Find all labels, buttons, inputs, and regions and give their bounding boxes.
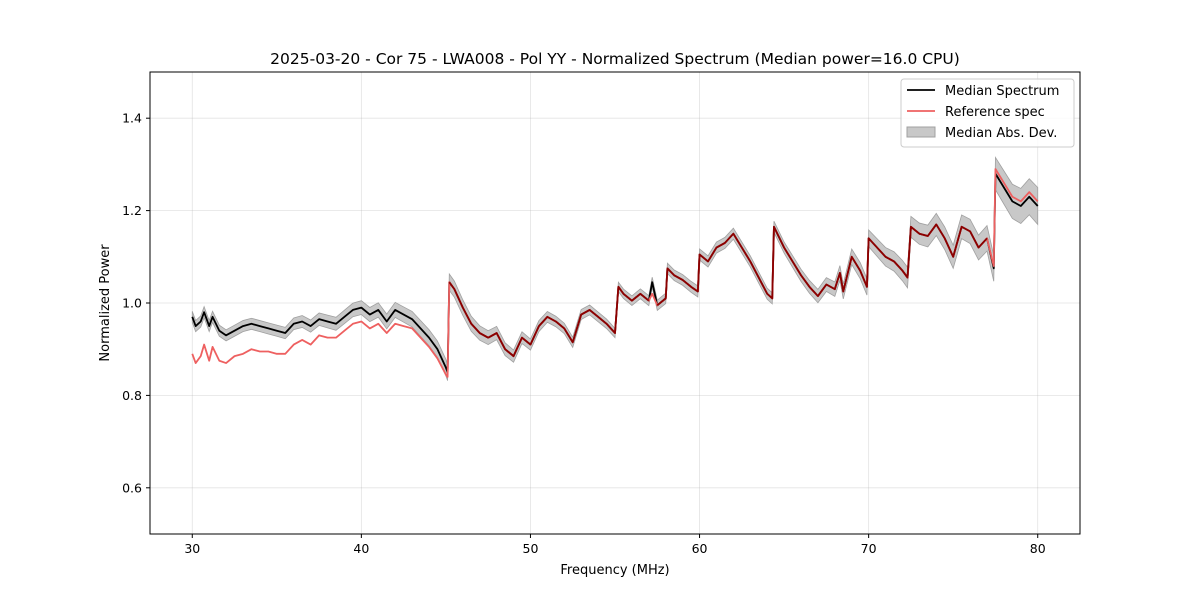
y-tick-label: 1.2 <box>122 203 142 218</box>
x-axis-label: Frequency (MHz) <box>560 563 669 578</box>
chart-title: 2025-03-20 - Cor 75 - LWA008 - Pol YY - … <box>270 50 960 68</box>
x-tick-label: 40 <box>353 541 369 556</box>
mad-band <box>191 156 1039 381</box>
legend-label-mad: Median Abs. Dev. <box>945 126 1057 141</box>
x-axis: 30 40 50 60 70 80 <box>184 534 1046 556</box>
y-tick-label: 0.6 <box>122 480 142 495</box>
overlap-line <box>448 281 650 358</box>
overlap-line <box>656 223 988 307</box>
y-axis-label: Normalized Power <box>98 244 113 362</box>
legend-label-reference: Reference spec <box>945 105 1045 120</box>
y-tick-label: 1.0 <box>122 296 142 311</box>
mad-band-layer <box>191 156 1039 381</box>
x-tick-label: 30 <box>184 541 200 556</box>
legend-box <box>900 78 1075 148</box>
x-tick-label: 80 <box>1030 541 1046 556</box>
y-axis: 0.6 0.8 1.0 1.2 1.4 <box>122 111 150 495</box>
x-tick-label: 50 <box>523 541 539 556</box>
y-tick-label: 0.8 <box>122 388 142 403</box>
legend-swatch-mad <box>906 126 936 138</box>
legend-label-median: Median Spectrum <box>945 84 1059 99</box>
x-tick-label: 60 <box>692 541 708 556</box>
grid-lines <box>150 72 1080 534</box>
legend: Median Spectrum Reference spec Median Ab… <box>900 78 1075 148</box>
x-tick-label: 70 <box>861 541 877 556</box>
series-layer <box>191 168 1039 378</box>
reference-spec-line <box>191 168 1039 378</box>
y-tick-label: 1.4 <box>122 111 142 126</box>
median-spectrum-line <box>191 172 1039 374</box>
